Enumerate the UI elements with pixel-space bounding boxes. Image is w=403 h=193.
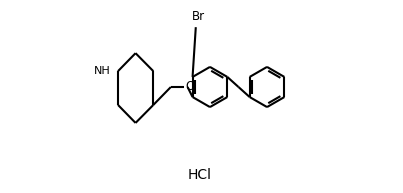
Text: NH: NH <box>93 66 110 76</box>
Text: Br: Br <box>192 9 205 23</box>
Text: HCl: HCl <box>187 168 212 182</box>
Text: O: O <box>186 80 195 93</box>
